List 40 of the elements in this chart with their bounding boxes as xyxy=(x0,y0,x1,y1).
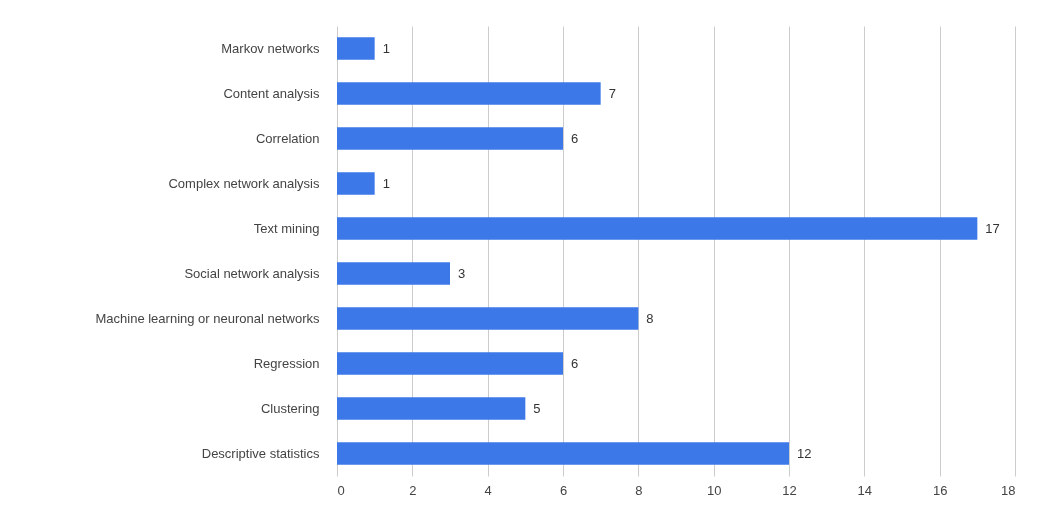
y-tick-label: Social network analysis xyxy=(184,265,320,281)
x-tick-label: 2 xyxy=(409,482,417,498)
y-tick-label: Text mining xyxy=(253,220,320,236)
data-label: 8 xyxy=(646,310,654,326)
y-tick-label: Content analysis xyxy=(223,85,320,101)
y-tick-label: Correlation xyxy=(255,130,320,146)
bar xyxy=(337,82,601,105)
data-label: 6 xyxy=(571,130,579,146)
bar xyxy=(337,307,639,330)
bar xyxy=(337,217,978,240)
x-tick-label: 4 xyxy=(484,482,492,498)
y-tick-label: Machine learning or neuronal networks xyxy=(95,310,320,326)
data-label: 5 xyxy=(533,400,541,416)
x-tick-label: 14 xyxy=(857,482,873,498)
bar xyxy=(337,442,789,465)
x-tick-label: 18 xyxy=(1001,482,1016,498)
data-label: 3 xyxy=(458,265,466,281)
y-tick-label: Descriptive statistics xyxy=(201,445,320,461)
x-tick-label: 16 xyxy=(932,482,948,498)
y-tick-label: Complex network analysis xyxy=(168,175,320,191)
bar xyxy=(337,37,375,60)
bar xyxy=(337,262,450,285)
x-tick-label: 0 xyxy=(337,482,345,498)
data-label: 1 xyxy=(382,175,390,191)
y-tick-label: Regression xyxy=(253,355,320,371)
bar xyxy=(337,127,563,150)
bar xyxy=(337,352,563,375)
y-tick-label: Clustering xyxy=(260,400,320,416)
y-tick-label: Markov networks xyxy=(221,40,320,56)
data-label: 6 xyxy=(571,355,579,371)
data-label: 1 xyxy=(382,40,390,56)
x-tick-label: 12 xyxy=(782,482,797,498)
x-tick-label: 10 xyxy=(706,482,722,498)
bar xyxy=(337,397,526,420)
data-label: 7 xyxy=(608,85,616,101)
x-tick-label: 8 xyxy=(635,482,643,498)
x-tick-label: 6 xyxy=(559,482,568,498)
data-label: 17 xyxy=(985,220,1000,236)
data-label: 12 xyxy=(797,445,812,461)
bar xyxy=(337,172,375,195)
